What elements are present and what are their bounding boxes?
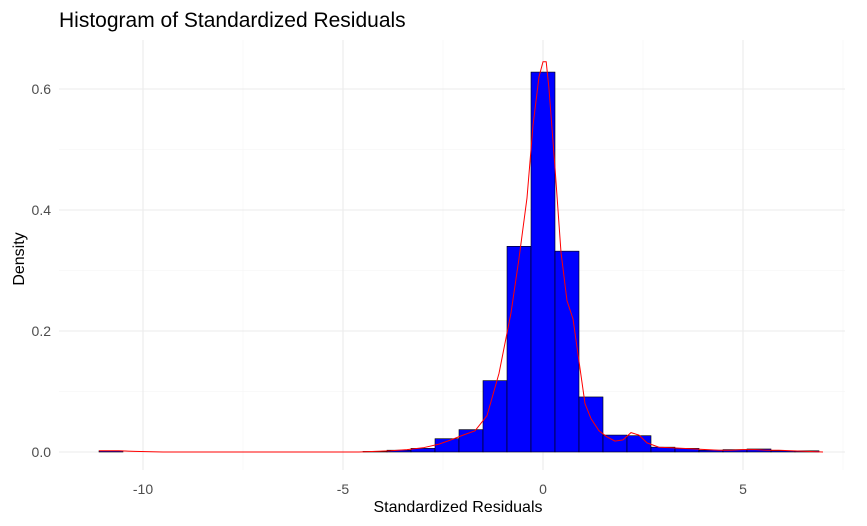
y-axis-ticks: 0.0 0.2 0.4 0.6: [32, 81, 52, 460]
histogram-bar: [482, 380, 508, 453]
y-axis-title: Density: [11, 232, 28, 285]
x-tick-label: -5: [337, 481, 350, 497]
histogram-bar: [554, 250, 580, 453]
density-curve: [99, 61, 824, 453]
y-tick-label: 0.2: [32, 323, 52, 339]
density-curve-line: [99, 61, 824, 453]
x-axis-ticks: -10 -5 0 5: [133, 481, 747, 497]
histogram-bar: [626, 435, 652, 453]
histogram-bar: [434, 438, 460, 453]
x-axis-title: Standardized Residuals: [374, 499, 543, 516]
y-tick-label: 0.0: [32, 444, 52, 460]
histogram-bar: [578, 396, 604, 453]
x-tick-label: 5: [739, 481, 747, 497]
chart-title: Histogram of Standardized Residuals: [59, 9, 406, 32]
y-tick-label: 0.6: [32, 81, 52, 97]
histogram-bar: [602, 434, 628, 453]
y-tick-label: 0.4: [32, 202, 52, 218]
histogram-bars: [98, 71, 820, 453]
x-tick-label: -10: [133, 481, 153, 497]
histogram-bar: [458, 429, 484, 453]
grid: [59, 40, 845, 470]
histogram-bar: [530, 71, 556, 453]
histogram-bar: [506, 246, 532, 453]
x-tick-label: 0: [539, 481, 547, 497]
